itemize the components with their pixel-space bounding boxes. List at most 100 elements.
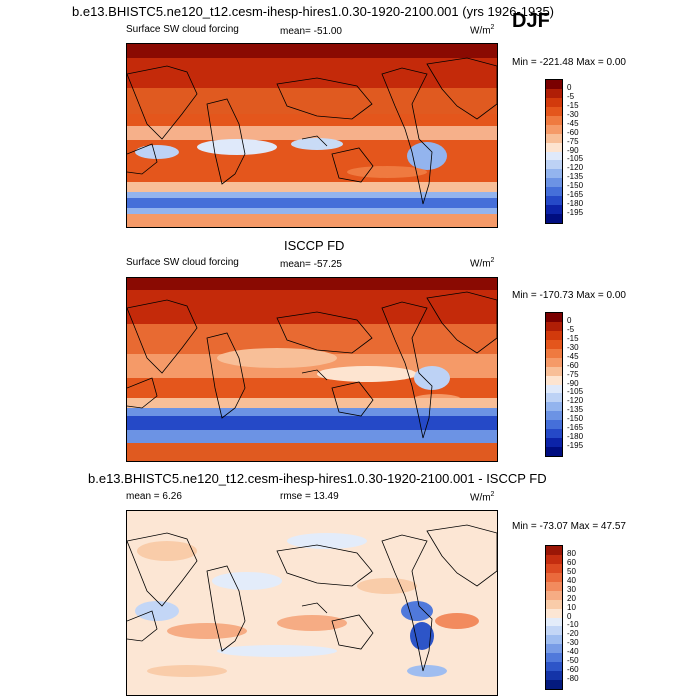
colorbar-tick-label: -40 [567,647,579,657]
colorbar-tick-label: -15 [567,100,579,110]
colorbar-tick-label: -5 [567,91,575,101]
colorbar-swatch [546,357,562,367]
colorbar-tick-label: -45 [567,351,579,361]
colorbar-tick-label: -15 [567,333,579,343]
panel1-map [126,43,498,228]
panel1-minmax: Min = -221.48 Max = 0.00 [512,57,626,68]
panel3-mean-label: mean = 6.26 [126,491,182,502]
colorbar-swatch [546,420,562,430]
colorbar-swatch [546,581,562,591]
colorbar-tick-label: -20 [567,629,579,639]
colorbar-swatch [546,546,562,555]
colorbar-swatch [546,321,562,331]
colorbar-tick-label: -30 [567,342,579,352]
colorbar-tick-label: -165 [567,423,584,433]
colorbar-tick-label: 40 [567,575,576,585]
panel2-mean-label: mean= -57.25 [280,259,342,270]
colorbar-tick-label: -150 [567,181,584,191]
colorbar-swatch [546,205,562,215]
colorbar-tick-label: 0 [567,315,572,325]
colorbar-tick-label: -45 [567,118,579,128]
colorbar-tick-label: 20 [567,593,576,603]
colorbar-swatch [546,590,562,600]
colorbar-tick-label: -10 [567,620,579,630]
colorbar-tick-label: -60 [567,360,579,370]
colorbar-tick-label: 80 [567,548,576,558]
panel3-minmax: Min = -73.07 Max = 47.57 [512,521,626,532]
colorbar-swatch [546,447,562,456]
colorbar-swatch [546,644,562,654]
colorbar-swatch [546,160,562,170]
colorbar-tick-label: -50 [567,656,579,666]
colorbar-tick-label: -150 [567,414,584,424]
colorbar-swatch [546,187,562,197]
colorbar-tick-label: -120 [567,396,584,406]
season-label: DJF [512,10,550,32]
colorbar-swatch [546,115,562,125]
colorbar-tick-label: -105 [567,154,584,164]
colorbar-tick-label: -75 [567,369,579,379]
colorbar-swatch [546,133,562,143]
colorbar-tick-label: 0 [567,82,572,92]
colorbar-swatch [546,599,562,609]
colorbar-tick-label: -60 [567,665,579,675]
colorbar-swatch [546,313,562,322]
panel2-minmax: Min = -170.73 Max = 0.00 [512,290,626,301]
colorbar-swatch [546,330,562,340]
colorbar-tick-label: -165 [567,190,584,200]
colorbar-swatch [546,411,562,421]
colorbar-swatch [546,124,562,134]
panel2-left-label: Surface SW cloud forcing [126,257,239,268]
colorbar-tick-label: 10 [567,602,576,612]
colorbar-tick-label: -180 [567,199,584,209]
colorbar-tick-label: -30 [567,638,579,648]
figure-title: b.e13.BHISTC5.ne120_t12.cesm-ihesp-hires… [72,4,555,19]
colorbar-swatch [546,214,562,223]
colorbar-swatch [546,384,562,394]
panel3-units: W/m2 [470,491,495,504]
colorbar-tick-label: -180 [567,432,584,442]
panel3-colorbar [545,545,563,690]
colorbar-swatch [546,348,562,358]
colorbar-tick-label: 60 [567,557,576,567]
colorbar-swatch [546,196,562,206]
colorbar-swatch [546,169,562,179]
panel1-colorbar [545,79,563,224]
colorbar-tick-label: -75 [567,136,579,146]
panel2-units: W/m2 [470,257,495,270]
panel2-title: ISCCP FD [284,238,345,253]
colorbar-swatch [546,680,562,689]
colorbar-tick-label: -195 [567,208,584,218]
colorbar-swatch [546,178,562,188]
colorbar-tick-label: -90 [567,145,579,155]
colorbar-swatch [546,438,562,448]
colorbar-tick-label: -195 [567,441,584,451]
colorbar-swatch [546,142,562,152]
colorbar-tick-label: -60 [567,127,579,137]
colorbar-tick-label: -135 [567,405,584,415]
colorbar-tick-label: 0 [567,611,572,621]
colorbar-swatch [546,554,562,564]
colorbar-swatch [546,97,562,107]
colorbar-swatch [546,339,562,349]
colorbar-swatch [546,563,562,573]
colorbar-swatch [546,151,562,161]
panel3-map [126,510,498,696]
panel3-title: b.e13.BHISTC5.ne120_t12.cesm-ihesp-hires… [88,471,547,486]
colorbar-swatch [546,608,562,618]
panel2-map [126,277,498,462]
colorbar-tick-label: -105 [567,387,584,397]
colorbar-swatch [546,671,562,681]
panel1-left-label: Surface SW cloud forcing [126,24,239,35]
colorbar-swatch [546,429,562,439]
panel2-colorbar [545,312,563,457]
colorbar-tick-label: 30 [567,584,576,594]
colorbar-tick-label: -90 [567,378,579,388]
colorbar-swatch [546,88,562,98]
colorbar-swatch [546,635,562,645]
colorbar-tick-label: -30 [567,109,579,119]
colorbar-swatch [546,402,562,412]
colorbar-swatch [546,662,562,672]
colorbar-swatch [546,617,562,627]
colorbar-swatch [546,366,562,376]
